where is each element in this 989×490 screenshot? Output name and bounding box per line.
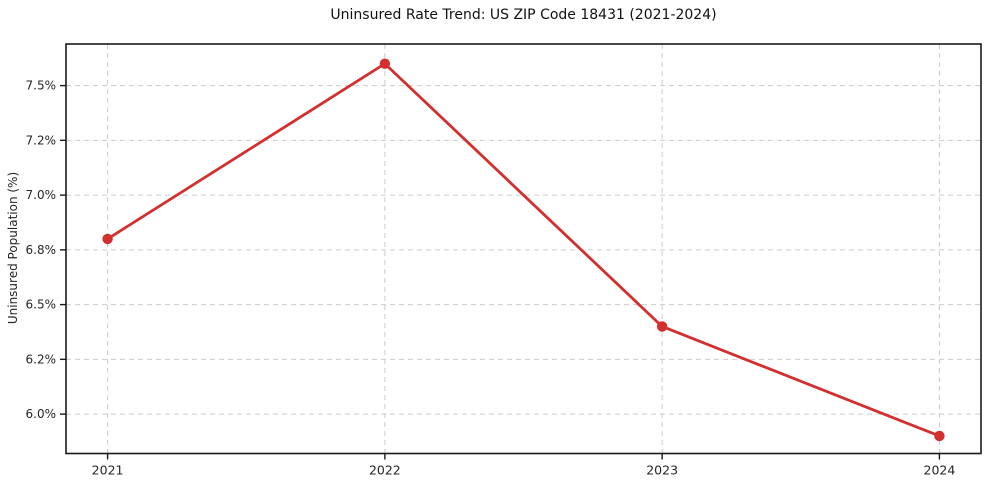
x-tick-label: 2021 — [92, 463, 124, 478]
y-tick-label: 7.0% — [26, 188, 57, 202]
data-point-marker — [656, 321, 668, 332]
y-tick-label: 6.0% — [26, 407, 57, 421]
x-tick-label: 2023 — [646, 463, 678, 478]
data-point-marker — [102, 233, 113, 245]
data-point-marker — [379, 58, 391, 69]
x-tick-label: 2024 — [924, 463, 956, 478]
y-tick-label: 6.8% — [26, 243, 57, 257]
data-point-marker — [934, 430, 945, 442]
plot-border — [65, 43, 982, 455]
y-tick-label: 7.2% — [26, 133, 57, 147]
y-tick-label: 6.2% — [26, 352, 57, 366]
y-tick-label: 6.5% — [26, 298, 57, 312]
y-tick-label: 7.5% — [26, 79, 57, 93]
chart-title: Uninsured Rate Trend: US ZIP Code 18431 … — [330, 7, 717, 23]
trend-line — [106, 62, 941, 438]
x-tick-label: 2022 — [369, 463, 401, 478]
